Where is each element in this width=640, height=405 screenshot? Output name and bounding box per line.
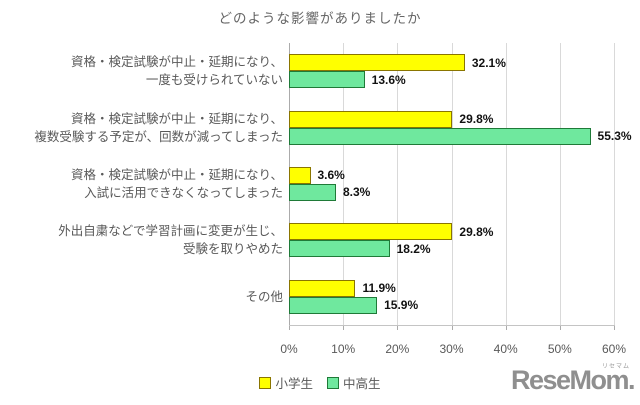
gridline	[614, 43, 615, 325]
bar-小学生: 11.9%	[289, 279, 396, 297]
legend-label: 小学生	[275, 377, 313, 391]
category-label-line: 資格・検定試験が中止・延期になり、	[70, 55, 283, 70]
bar-中高生: 18.2%	[289, 240, 431, 258]
x-axis-tick-label: 60%	[601, 342, 627, 356]
gridline	[559, 43, 561, 325]
value-label: 29.8%	[459, 112, 494, 127]
value-label: 32.1%	[471, 55, 506, 70]
category-label: 資格・検定試験が中止・延期になり、入試に活用できなくなってしまった	[0, 156, 283, 212]
tick-mark	[397, 325, 399, 330]
tick-mark	[614, 325, 615, 330]
category-label-line: 資格・検定試験が中止・延期になり、	[70, 167, 283, 182]
bar-小学生: 32.1%	[289, 54, 506, 72]
category-label-line: その他	[245, 289, 283, 304]
bar-小学生: 3.6%	[289, 166, 345, 184]
gridline	[343, 43, 345, 325]
category-label-line: 一度も受けられていない	[145, 73, 283, 88]
x-axis-tick-labels: 0% 10% 20% 30% 40% 50% 60%	[280, 342, 626, 358]
bar-中高生: 15.9%	[289, 296, 418, 314]
bar-row: 11.9% 15.9%	[289, 269, 614, 325]
legend-label: 中高生	[343, 377, 381, 391]
category-label-line: 受験を取りやめた	[182, 242, 283, 257]
legend-swatch	[327, 376, 339, 389]
value-label: 13.6%	[371, 72, 406, 87]
gridline	[505, 43, 507, 325]
value-label: 55.3%	[597, 129, 632, 144]
resemom-logo-ruby: リセマム	[601, 364, 630, 370]
gridline	[397, 43, 399, 325]
category-label-line: 入試に活用できなくなってしまった	[84, 185, 283, 200]
gridline	[451, 43, 453, 325]
tick-mark	[451, 325, 453, 330]
bar-小学生: 29.8%	[289, 110, 493, 128]
category-label-line: 資格・検定試験が中止・延期になり、	[70, 111, 283, 126]
legend-item-小学生: 小学生	[259, 373, 313, 392]
tick-mark	[289, 325, 290, 330]
chart-title: どのような影響がありましたか	[218, 11, 422, 26]
bar-中高生: 55.3%	[289, 127, 632, 145]
category-label: 資格・検定試験が中止・延期になり、複数受験する予定が、回数が減ってしまった	[0, 99, 283, 155]
category-label: その他	[0, 269, 283, 325]
resemom-logo: リセマム ReseMom.	[510, 364, 636, 396]
tick-mark	[343, 325, 345, 330]
bar-row: 29.8% 55.3%	[289, 99, 632, 155]
value-label: 18.2%	[396, 241, 431, 256]
bar-中高生: 13.6%	[289, 71, 406, 89]
legend-item-中高生: 中高生	[327, 373, 381, 392]
x-axis-tick-label: 50%	[547, 342, 572, 356]
category-label-line: 複数受験する予定が、回数が減ってしまった	[34, 129, 283, 144]
bar-中高生: 8.3%	[289, 183, 370, 201]
x-axis-tick-label: 0%	[280, 342, 298, 356]
value-label: 3.6%	[317, 168, 345, 183]
category-axis: 資格・検定試験が中止・延期になり、 一度も受けられていない 資格・検定試験が中止・延…	[0, 43, 283, 325]
x-axis-line	[289, 325, 615, 326]
bar-row: 29.8% 18.2%	[289, 212, 614, 268]
bar-小学生: 29.8%	[289, 223, 493, 241]
tick-mark	[505, 325, 507, 330]
x-axis-tick-label: 10%	[331, 342, 356, 356]
legend-swatch	[259, 376, 272, 389]
value-label: 29.8%	[459, 224, 494, 239]
value-label: 15.9%	[384, 298, 419, 313]
bar-rows: 32.1% 13.6% 29.8% 55.3% 3.6% 8.3% 29.8% 18.2% 11…	[289, 43, 632, 325]
category-label-line: 外出自粛などで学習計画に変更が生じ、	[58, 224, 283, 239]
legend: 小学生 中高生	[0, 373, 640, 392]
value-label: 11.9%	[362, 281, 396, 296]
category-label: 資格・検定試験が中止・延期になり、一度も受けられていない	[0, 43, 283, 99]
tick-mark	[559, 325, 561, 330]
value-label: 8.3%	[342, 185, 371, 200]
x-axis-tick-label: 30%	[439, 342, 464, 356]
x-axis-tick-label: 40%	[493, 342, 518, 356]
bar-row: 32.1% 13.6%	[289, 43, 614, 99]
resemom-logo-text: ReseMom.	[510, 365, 636, 395]
plot-area: 32.1% 13.6% 29.8% 55.3% 3.6% 8.3% 29.8% 18.2% 11…	[289, 43, 632, 330]
x-axis-tick-label: 20%	[385, 342, 410, 356]
category-label: 外出自粛などで学習計画に変更が生じ、受験を取りやめた	[0, 212, 283, 268]
bar-row: 3.6% 8.3%	[289, 156, 614, 212]
